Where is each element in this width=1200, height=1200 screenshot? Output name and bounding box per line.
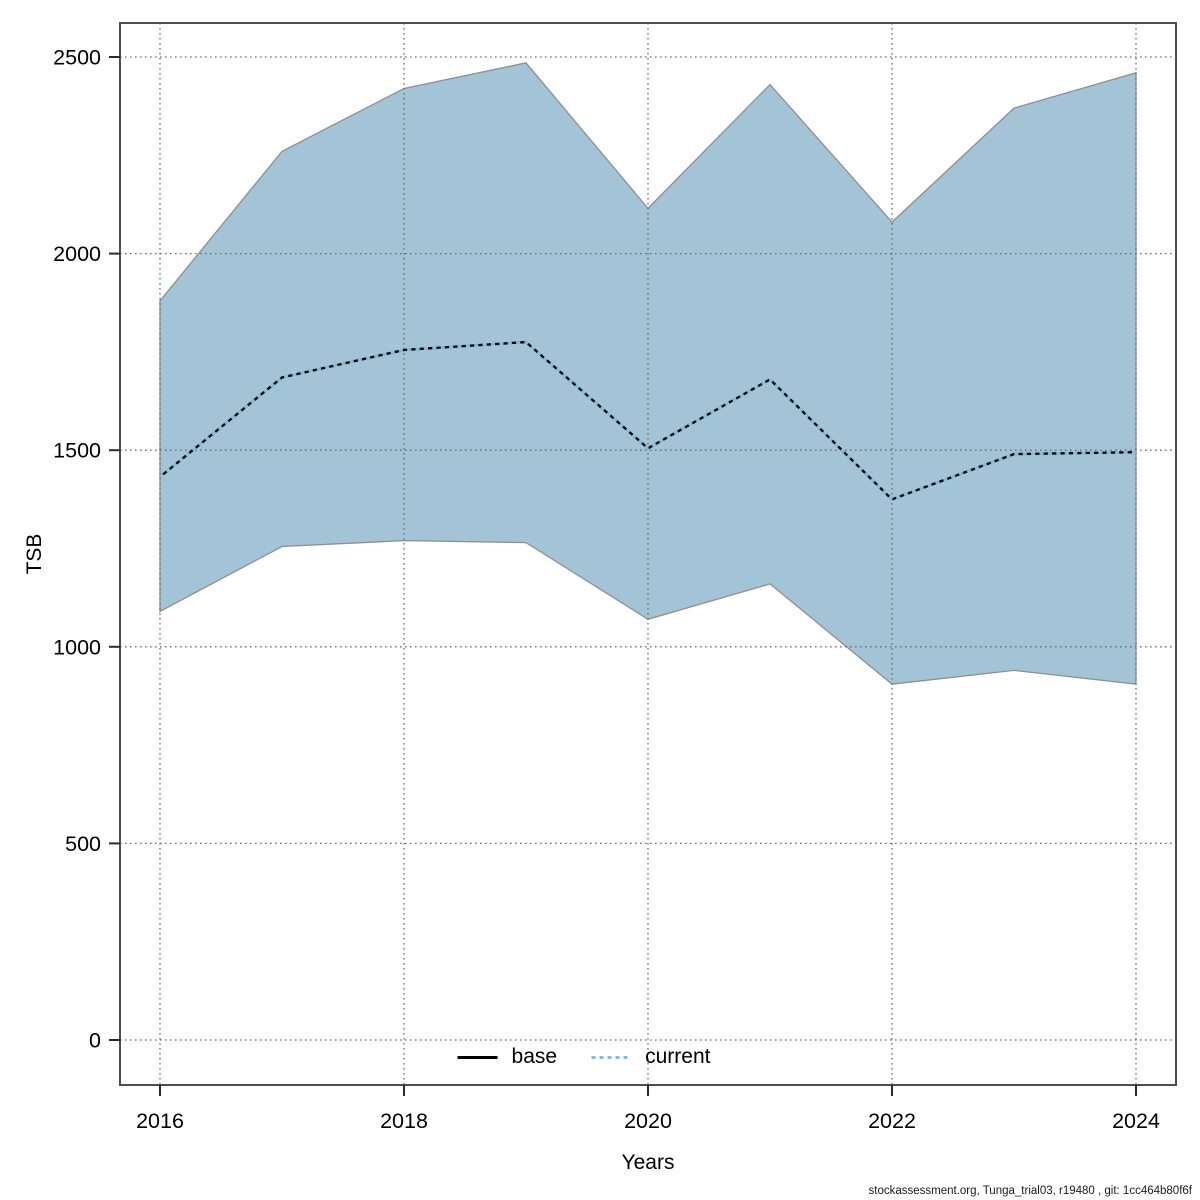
footer-attribution: stockassessment.org, Tunga_trial03, r194… <box>868 1185 1192 1197</box>
legend-base-line-swatch <box>457 1055 498 1059</box>
x-tick-label: 2018 <box>380 1109 428 1133</box>
legend-current-line-swatch <box>591 1055 632 1059</box>
y-tick-label: 1500 <box>53 439 101 463</box>
y-tick-label: 500 <box>65 832 101 856</box>
current-line <box>159 340 1137 501</box>
x-tick-label: 2020 <box>624 1109 672 1133</box>
legend-label-current: current <box>645 1045 711 1068</box>
y-tick-label: 2000 <box>53 242 101 266</box>
y-tick-label: 0 <box>89 1029 101 1053</box>
legend-item-base: base <box>457 1045 558 1069</box>
legend-label-base: base <box>511 1045 558 1068</box>
legend: base current <box>457 1045 710 1069</box>
y-axis-title: TSB <box>23 533 46 575</box>
x-axis-title: Years <box>621 1151 675 1174</box>
x-tick-label: 2024 <box>1112 1109 1160 1133</box>
legend-item-current: current <box>591 1045 710 1069</box>
x-tick-label: 2022 <box>868 1109 916 1133</box>
y-tick-label: 2500 <box>53 46 101 70</box>
y-tick-label: 1000 <box>53 635 101 659</box>
x-tick-label: 2016 <box>136 1109 184 1133</box>
